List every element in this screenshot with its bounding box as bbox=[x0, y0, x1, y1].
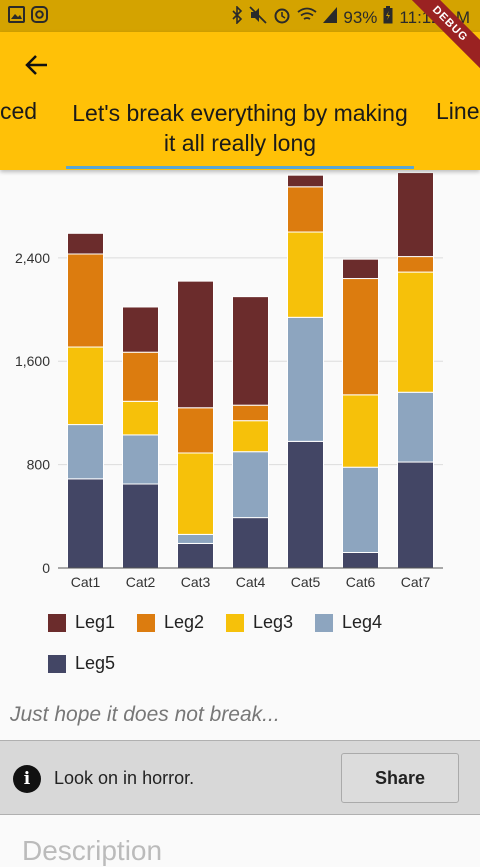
bar-segment-leg3 bbox=[397, 271, 434, 393]
x-tick-label: Cat1 bbox=[71, 574, 101, 590]
instagram-icon bbox=[31, 6, 48, 28]
x-tick-label: Cat6 bbox=[346, 574, 376, 590]
tab-selected[interactable]: Let's break everything by making it all … bbox=[72, 100, 408, 156]
info-icon: i bbox=[13, 765, 41, 793]
bar-segment-leg5 bbox=[67, 478, 104, 569]
bar-segment-leg1 bbox=[122, 306, 159, 353]
bar-segment-leg5 bbox=[122, 483, 159, 569]
bar-segment-leg5 bbox=[342, 551, 379, 569]
bar-segment-leg3 bbox=[232, 420, 269, 453]
x-tick-label: Cat4 bbox=[236, 574, 266, 590]
x-tick-label: Cat7 bbox=[401, 574, 431, 590]
bar-segment-leg2 bbox=[397, 256, 434, 273]
legend-swatch bbox=[315, 613, 333, 632]
share-button[interactable]: Share bbox=[341, 753, 459, 803]
status-bar: 93% 11:12 AM DEBUG bbox=[0, 0, 480, 74]
legend-label: Leg5 bbox=[75, 653, 116, 673]
legend-swatch bbox=[48, 613, 66, 632]
bar-segment-leg2 bbox=[122, 351, 159, 402]
image-icon bbox=[8, 6, 25, 28]
legend-label: Leg2 bbox=[164, 612, 205, 632]
x-tick-label: Cat3 bbox=[181, 574, 211, 590]
legend-item: Leg4 bbox=[315, 612, 404, 633]
legend-swatch bbox=[48, 654, 66, 673]
bar-segment-leg3 bbox=[287, 231, 324, 318]
chart-legend: Leg1 Leg2 Leg3 Leg4 Leg5 bbox=[48, 612, 468, 674]
bar-segment-leg1 bbox=[397, 172, 434, 258]
note-text: Just hope it does not break... bbox=[10, 703, 280, 726]
bluetooth-icon bbox=[231, 5, 243, 29]
legend-item: Leg2 bbox=[137, 612, 226, 633]
y-tick-label: 0 bbox=[42, 560, 50, 576]
banner-message: Look on in horror. bbox=[54, 768, 195, 788]
legend-item: Leg5 bbox=[48, 653, 137, 674]
bar-segment-leg4 bbox=[342, 466, 379, 553]
bar-segment-leg2 bbox=[67, 253, 104, 348]
arrow-left-icon bbox=[25, 55, 47, 75]
info-banner: i Look on in horror. Share bbox=[0, 740, 480, 815]
bar-segment-leg2 bbox=[342, 278, 379, 396]
y-tick-label: 800 bbox=[27, 457, 51, 473]
app-bar: ced Let's break everything by making it … bbox=[0, 32, 480, 170]
y-tick-label: 2,400 bbox=[15, 250, 50, 266]
tab-next[interactable]: Line bbox=[436, 98, 480, 124]
legend-label: Leg1 bbox=[75, 612, 116, 632]
x-tick-label: Cat2 bbox=[126, 574, 156, 590]
bar-segment-leg4 bbox=[67, 424, 104, 480]
bar-segment-leg4 bbox=[177, 533, 214, 544]
bar-segment-leg5 bbox=[177, 542, 214, 569]
legend-item: Leg3 bbox=[226, 612, 315, 633]
bar-segment-leg2 bbox=[287, 186, 324, 233]
battery-icon bbox=[383, 6, 393, 29]
bar-segment-leg3 bbox=[67, 346, 104, 426]
chart-area: 0 800 1,600 2,400 Cat1 Cat2 Cat3 Cat4 Cat5 Cat6 Ca… bbox=[0, 170, 480, 700]
tab-previous[interactable]: ced bbox=[0, 98, 38, 124]
y-tick-label: 1,600 bbox=[15, 353, 50, 369]
bar-segment-leg4 bbox=[122, 434, 159, 485]
bar-segment-leg4 bbox=[397, 391, 434, 463]
bar-segment-leg4 bbox=[232, 451, 269, 519]
bar-segment-leg5 bbox=[287, 440, 324, 569]
bar-segment-leg3 bbox=[342, 394, 379, 468]
bar-segment-leg1 bbox=[232, 296, 269, 406]
bar-segment-leg4 bbox=[287, 316, 324, 442]
bar-segment-leg3 bbox=[177, 452, 214, 535]
bar-segment-leg1 bbox=[287, 174, 324, 188]
bar-segment-leg1 bbox=[342, 258, 379, 280]
battery-percent: 93% bbox=[343, 7, 378, 27]
legend-swatch bbox=[137, 613, 155, 632]
bar-segment-leg1 bbox=[67, 232, 104, 255]
tab-indicator bbox=[66, 166, 414, 169]
signal-icon bbox=[323, 7, 338, 28]
legend-label: Leg4 bbox=[342, 612, 383, 632]
bar-segment-leg5 bbox=[232, 517, 269, 569]
wifi-icon bbox=[297, 7, 317, 28]
bar-segment-leg5 bbox=[397, 461, 434, 569]
x-tick-label: Cat5 bbox=[291, 574, 321, 590]
bar-segment-leg2 bbox=[232, 404, 269, 422]
bar-segment-leg1 bbox=[177, 280, 214, 409]
stacked-bar-chart: 0 800 1,600 2,400 Cat1 Cat2 Cat3 Cat4 Cat5 Cat6 Ca… bbox=[15, 172, 443, 590]
back-button[interactable] bbox=[20, 48, 54, 82]
description-heading: Description bbox=[22, 835, 163, 866]
legend-label: Leg3 bbox=[253, 612, 294, 632]
bar-segment-leg2 bbox=[177, 407, 214, 454]
legend-item: Leg1 bbox=[48, 612, 137, 633]
alarm-icon bbox=[273, 6, 291, 29]
legend-swatch bbox=[226, 613, 244, 632]
mute-icon bbox=[249, 6, 268, 29]
bar-segment-leg3 bbox=[122, 400, 159, 436]
